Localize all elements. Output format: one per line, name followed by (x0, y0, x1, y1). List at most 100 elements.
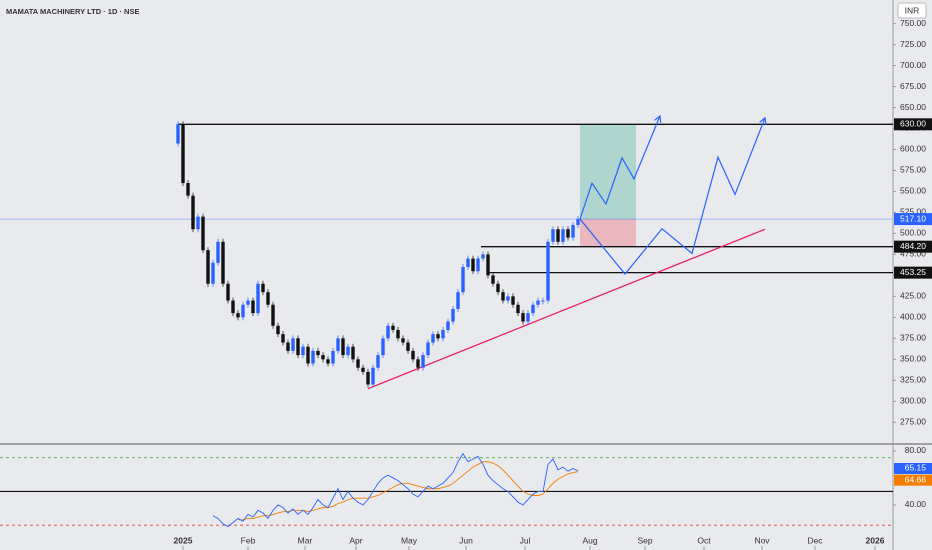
y-tick-label: 575.00 (900, 165, 926, 175)
candle (566, 229, 570, 238)
candle (416, 359, 420, 368)
candle (361, 367, 365, 372)
candle (236, 313, 240, 318)
x-tick-label: Sep (637, 535, 652, 545)
candle (486, 254, 490, 276)
candle (446, 321, 450, 330)
candle (266, 292, 270, 305)
candle (306, 346, 310, 364)
stop-zone (580, 219, 636, 247)
y-tick-label: 425.00 (900, 291, 926, 301)
candle (441, 329, 445, 339)
candle (431, 334, 435, 343)
candle (331, 350, 335, 364)
candle (426, 342, 430, 356)
candle (536, 300, 540, 305)
candle (261, 283, 265, 293)
x-tick-label: Mar (298, 535, 313, 545)
candle (391, 325, 395, 330)
level-box (894, 118, 932, 131)
candle (466, 258, 470, 267)
y-tick-label: 550.00 (900, 186, 926, 196)
candle (511, 296, 515, 305)
candle (181, 124, 185, 184)
candle (541, 300, 545, 302)
candle (356, 359, 360, 368)
y-tick-label: 675.00 (900, 81, 926, 91)
y-tick-label: 325.00 (900, 375, 926, 385)
x-tick-label: Oct (697, 535, 711, 545)
rsi-ma (238, 461, 579, 521)
candle (491, 275, 495, 284)
candle (191, 195, 195, 230)
candle (256, 283, 260, 314)
candle (336, 338, 340, 351)
candle (516, 304, 520, 314)
candle (521, 313, 525, 322)
y-tick-label: 400.00 (900, 312, 926, 322)
currency-box[interactable] (897, 2, 927, 19)
candle (246, 300, 250, 305)
level-box (894, 240, 932, 253)
candle (276, 325, 280, 335)
y-tick-label: 375.00 (900, 333, 926, 343)
candle (176, 124, 180, 144)
candle (386, 325, 390, 339)
candle (346, 346, 350, 356)
y-tick-label: 600.00 (900, 144, 926, 154)
candle (326, 359, 330, 364)
rsi-ma-box (894, 474, 932, 486)
last-price-label: 517.10 (900, 213, 926, 223)
candle (576, 219, 580, 226)
candle (506, 296, 510, 301)
candle (281, 334, 285, 343)
candle (351, 346, 355, 360)
candle (371, 367, 375, 385)
currency[interactable]: INR (905, 5, 920, 15)
candle (481, 254, 485, 259)
level-box (894, 266, 932, 279)
candle (231, 300, 235, 314)
candle (421, 355, 425, 368)
x-tick-label: Dec (807, 535, 823, 545)
x-tick-label: Nov (754, 535, 770, 545)
candle (501, 292, 505, 301)
candle (251, 300, 255, 314)
level-label: 453.25 (900, 267, 926, 277)
candle (406, 342, 410, 351)
candle (531, 304, 535, 314)
x-tick-label: Jul (520, 535, 531, 545)
candle (461, 266, 465, 293)
y-tick-label: 650.00 (900, 102, 926, 112)
last-price-box (894, 213, 932, 226)
x-tick-label: Apr (349, 535, 362, 545)
y-tick-label: 525.00 (900, 207, 926, 217)
candle (496, 283, 500, 293)
chart-title: MAMATA MACHINERY LTD · 1D · NSE (6, 7, 139, 16)
projection (579, 117, 766, 275)
x-tick-label: Jun (459, 535, 473, 545)
candle (341, 338, 345, 356)
y-tick-label: 275.00 (900, 417, 926, 427)
y-tick-label: 350.00 (900, 354, 926, 364)
rsi-ma-label: 64.66 (905, 474, 927, 484)
candle (316, 350, 320, 356)
candle (226, 283, 230, 301)
level-label: 484.20 (900, 241, 926, 251)
y-tick-label: 475.00 (900, 249, 926, 259)
candle (211, 262, 215, 284)
candle (241, 304, 245, 318)
candle (476, 258, 480, 272)
candle (201, 216, 205, 251)
candle (271, 304, 275, 326)
rsi-box (894, 462, 932, 474)
x-tick-label: Aug (582, 535, 597, 545)
candle (456, 292, 460, 309)
candle (571, 225, 575, 238)
candle (206, 250, 210, 284)
x-tick-label: 2025 (174, 535, 193, 545)
candle (301, 346, 305, 356)
rsi-value-label: 65.15 (905, 463, 927, 473)
projection (579, 115, 661, 220)
